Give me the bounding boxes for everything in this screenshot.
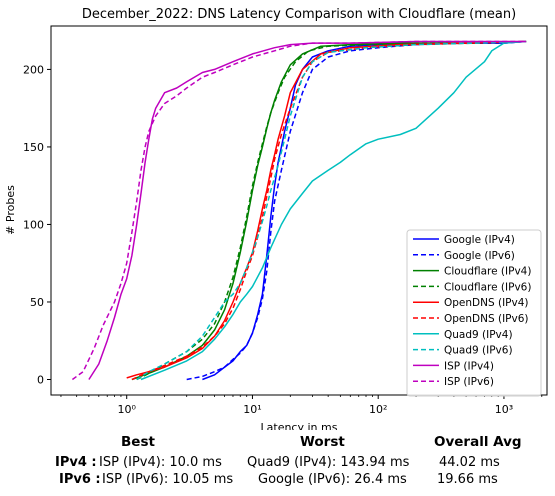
x-tick-label: 10³ [495,403,513,416]
legend-label: Google (IPv4) [444,234,515,246]
y-tick-label: 150 [23,141,44,154]
legend-label: Google (IPv6) [444,250,515,262]
x-tick-label: 10¹ [243,403,261,416]
x-tick-label: 10² [369,403,387,416]
ipv4-best: ISP (IPv4): 10.0 ms [99,455,222,470]
series-line-2 [131,40,527,381]
y-tick-label: 50 [30,296,44,309]
series-line-7 [136,40,527,381]
series-line-4 [126,40,527,379]
y-tick-label: 200 [23,63,44,76]
ipv4-overall: 44.02 ms [439,455,500,470]
legend-label: ISP (IPv6) [444,376,494,388]
legend-label: Quad9 (IPv6) [444,345,513,357]
y-tick-label: 0 [37,373,44,386]
best-header: Best [121,434,155,450]
x-axis-label: Latency in ms [261,421,338,430]
series-line-1 [186,40,527,381]
plot-frame [50,25,548,396]
legend-label: Quad9 (IPv4) [444,329,513,341]
series-line-8 [88,40,527,380]
legend-label: Cloudflare (IPv4) [444,266,531,278]
summary-table: Best Worst Overall Avg IPv4 : ISP (IPv4)… [0,430,555,496]
overall-avg-header: Overall Avg [434,434,522,450]
legend-frame [406,229,542,397]
legend-label: OpenDNS (IPv6) [444,313,529,325]
series-line-3 [136,40,527,381]
series-line-6 [140,40,527,381]
y-axis-label: # Probes [4,185,17,235]
ipv6-overall: 19.66 ms [437,472,498,487]
x-tick-label: 10⁰ [117,403,136,416]
ipv6-best: ISP (IPv6): 10.05 ms [102,472,234,487]
ipv4-row-label: IPv4 : [55,455,97,470]
legend: Google (IPv4) Google (IPv6) Cloudflare (IP… [406,229,542,397]
series-line-0 [202,40,527,381]
ipv6-worst: Google (IPv6): 26.4 ms [258,472,407,487]
y-tick-label: 100 [23,218,44,231]
chart-title: December_2022: DNS Latency Comparison wi… [82,7,516,22]
legend-label: OpenDNS (IPv4) [444,297,529,309]
legend-label: ISP (IPv4) [444,360,494,372]
ipv6-row-label: IPv6 : [59,472,101,487]
ipv4-worst: Quad9 (IPv4): 143.94 ms [247,455,410,470]
series-line-9 [71,40,527,381]
latency-chart: December_2022: DNS Latency Comparison wi… [4,7,548,430]
worst-header: Worst [300,434,345,450]
legend-label: Cloudflare (IPv6) [444,281,531,293]
